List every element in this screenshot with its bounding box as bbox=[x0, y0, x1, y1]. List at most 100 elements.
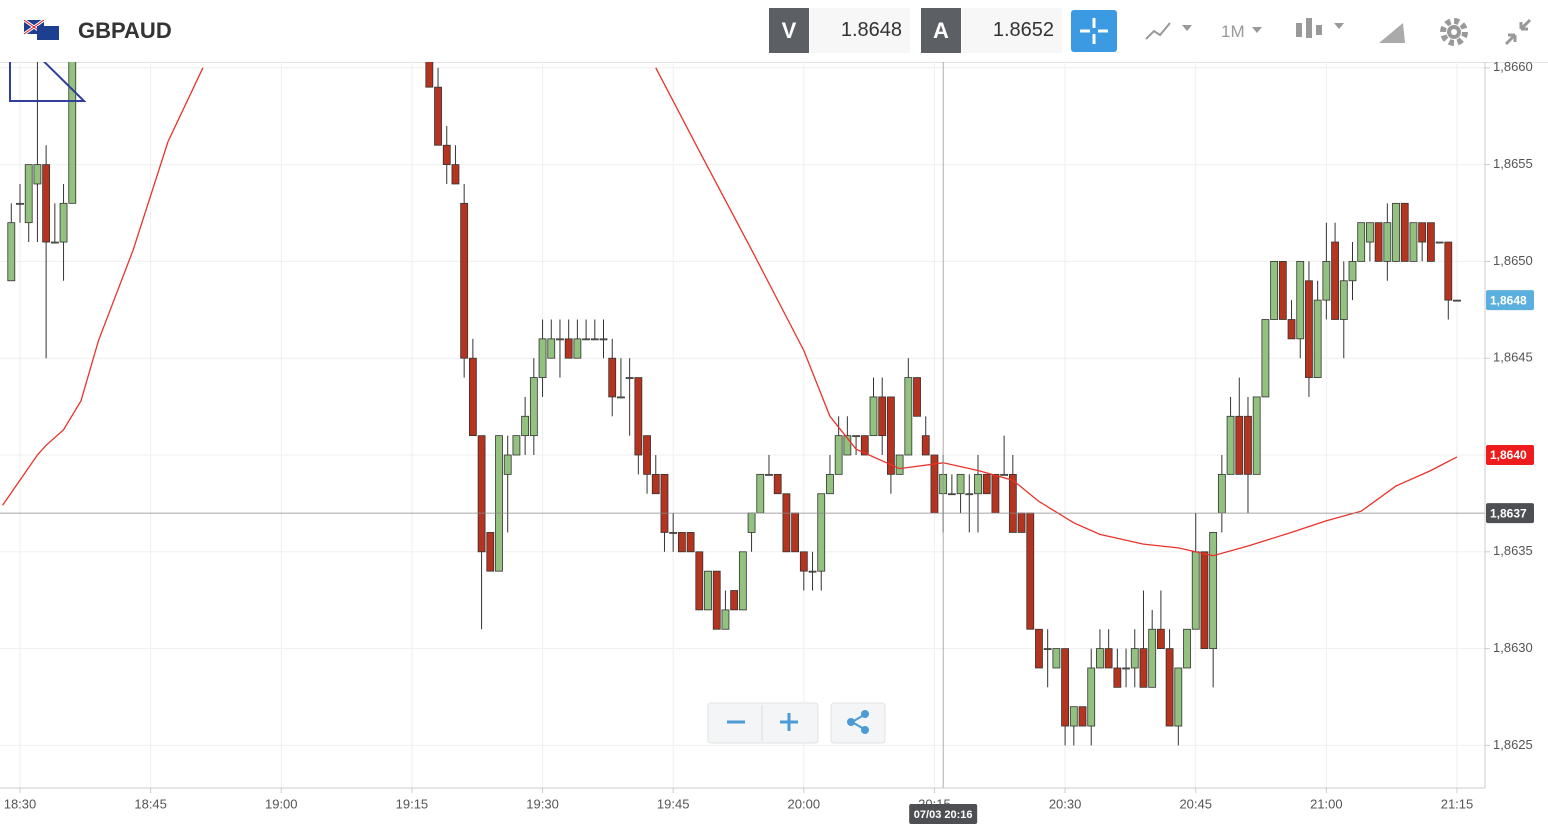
candle-body bbox=[1052, 648, 1061, 669]
candle-body bbox=[1305, 280, 1313, 378]
chart-type-button[interactable] bbox=[1140, 17, 1200, 47]
candle-body bbox=[1339, 280, 1348, 320]
candle-body bbox=[721, 609, 730, 630]
candle-body bbox=[1348, 261, 1357, 282]
candle-body bbox=[660, 473, 669, 533]
candle-body bbox=[921, 435, 930, 456]
candle-body bbox=[860, 435, 869, 456]
x-tick-label: 21:15 bbox=[1441, 796, 1474, 811]
candle-body bbox=[651, 473, 660, 495]
candle-body bbox=[1165, 648, 1174, 727]
drawing-triangle[interactable] bbox=[9, 62, 87, 102]
candle-body bbox=[826, 473, 834, 495]
candle-body bbox=[799, 551, 808, 572]
candle-body bbox=[1400, 202, 1409, 262]
candle-body bbox=[1322, 261, 1331, 301]
candle-body bbox=[1043, 648, 1052, 651]
candle-body bbox=[1278, 261, 1287, 320]
candle-body bbox=[817, 493, 826, 572]
symbol: GBPAUD bbox=[78, 18, 172, 43]
candle-body bbox=[7, 222, 16, 282]
candles-button[interactable] bbox=[1292, 14, 1352, 48]
candle-body bbox=[495, 435, 503, 572]
ask-price[interactable]: 1.8652 bbox=[962, 8, 1062, 53]
candle-body bbox=[556, 338, 564, 341]
candle-body bbox=[1183, 628, 1191, 669]
candle-body bbox=[852, 435, 860, 438]
overlay: 07/03 20:16 1,8648 1,8640 1,8637 bbox=[0, 62, 1534, 824]
share-button[interactable] bbox=[847, 710, 869, 734]
candle-body bbox=[1244, 415, 1252, 475]
candle-body bbox=[765, 473, 773, 476]
x-tick-label: 20:00 bbox=[788, 796, 821, 811]
candle-body bbox=[1374, 222, 1383, 262]
crosshair-button[interactable] bbox=[1071, 10, 1117, 52]
candle-body bbox=[643, 435, 651, 475]
crosshair-time: 07/03 20:16 bbox=[914, 809, 973, 821]
moving-average bbox=[2, 67, 1458, 557]
candle-body bbox=[50, 241, 59, 244]
candle-body bbox=[1261, 319, 1270, 398]
candle-body bbox=[956, 473, 965, 495]
candle-body bbox=[965, 493, 974, 496]
candle-body bbox=[1078, 706, 1087, 727]
candle-body bbox=[1200, 551, 1209, 650]
dropdown bbox=[1252, 27, 1262, 33]
candle-body bbox=[782, 493, 791, 553]
y-tick-label: 1,8630 bbox=[1493, 640, 1533, 655]
candle-body bbox=[808, 570, 817, 573]
toolbar: GBPAUD V 1.8648 A 1.8652 1M bbox=[0, 0, 1548, 63]
bid-price[interactable]: 1.8648 bbox=[810, 8, 910, 53]
candle-body bbox=[704, 570, 712, 611]
y-tick-label: 1,8660 bbox=[1493, 62, 1533, 74]
zoom-controls bbox=[707, 702, 886, 744]
candle-body bbox=[582, 338, 590, 341]
collapse-button[interactable] bbox=[1502, 16, 1534, 48]
candle-body bbox=[634, 377, 643, 456]
candle-body bbox=[468, 357, 477, 437]
candle-body bbox=[529, 377, 538, 437]
crosshair-time-box bbox=[909, 804, 978, 824]
candle-body bbox=[747, 512, 756, 533]
settings-button[interactable] bbox=[1438, 16, 1470, 48]
candle-body bbox=[991, 473, 1000, 514]
candle-body bbox=[42, 164, 51, 243]
timeframe[interactable]: 1M bbox=[1221, 22, 1245, 41]
candle-body bbox=[477, 435, 486, 553]
candle-body bbox=[1383, 222, 1392, 262]
x-tick-label: 20:30 bbox=[1049, 796, 1082, 811]
candle-body bbox=[834, 435, 843, 475]
candle-body bbox=[738, 551, 747, 611]
candle-body bbox=[625, 377, 634, 379]
candle-body bbox=[599, 338, 608, 341]
candle-body bbox=[1156, 628, 1165, 650]
candle-body bbox=[1366, 222, 1374, 243]
candle-body bbox=[1313, 299, 1322, 378]
price-label: 1,8648 bbox=[1490, 293, 1527, 307]
chart: 1,8660 1,8655 1,8650 1,8645 1,8640 1,8635 1,86… bbox=[0, 62, 1534, 824]
draw-button[interactable] bbox=[1375, 17, 1409, 47]
candle-body bbox=[573, 338, 582, 359]
candle-body bbox=[913, 377, 921, 417]
price-label-box bbox=[1486, 503, 1534, 524]
x-tick-label: 21:00 bbox=[1310, 796, 1343, 811]
candle-body bbox=[1104, 648, 1113, 669]
candle-body bbox=[1392, 202, 1400, 262]
ask-label: A bbox=[921, 8, 961, 53]
candle-body bbox=[1296, 261, 1305, 340]
x-tick-label: 20:45 bbox=[1179, 796, 1212, 811]
candle-body bbox=[1174, 667, 1183, 727]
candle-body bbox=[1226, 415, 1235, 475]
candle-body bbox=[1017, 512, 1026, 533]
candle-body bbox=[33, 164, 42, 185]
price-label-box bbox=[1486, 290, 1534, 311]
candle-body bbox=[1026, 512, 1035, 630]
candle-body bbox=[843, 435, 852, 456]
candle-body bbox=[869, 396, 878, 437]
y-tick-label: 1,8655 bbox=[1493, 156, 1533, 171]
candle-body bbox=[887, 396, 895, 475]
candle-body bbox=[1139, 648, 1148, 688]
zoom-in[interactable] bbox=[780, 713, 798, 731]
candle-body bbox=[712, 570, 721, 630]
